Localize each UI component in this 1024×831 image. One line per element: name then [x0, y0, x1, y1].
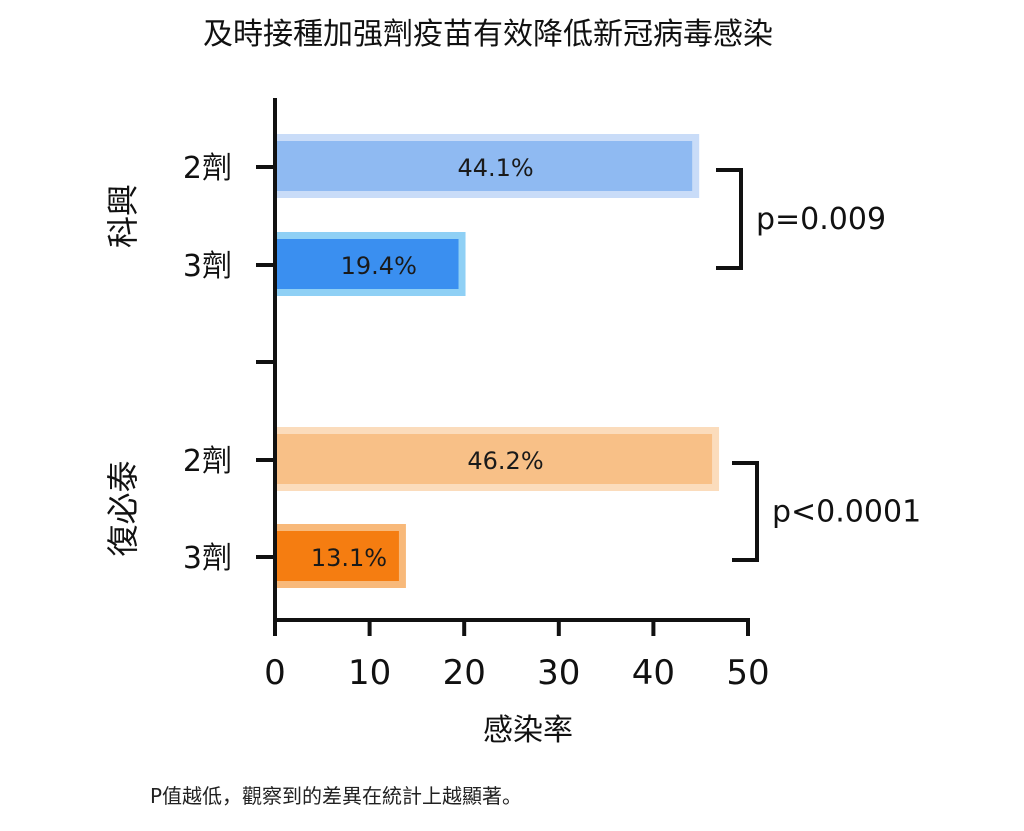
x-axis-title: 感染率: [483, 713, 573, 748]
bar-value-label-1-0: 46.2%: [467, 447, 543, 475]
chart-title: 及時接種加强劑疫苗有效降低新冠病毒感染: [203, 17, 773, 52]
bar-1-0: [275, 434, 713, 484]
group-label-0: 科興: [104, 184, 142, 248]
x-tick-label-30: 30: [537, 653, 580, 693]
significance-bracket-0: [716, 168, 743, 270]
p-value-label-0: p=0.009: [756, 202, 886, 237]
x-tick-label-10: 10: [348, 653, 391, 693]
bar-1-1: [275, 531, 399, 581]
category-label-0-1: 3劑: [183, 249, 232, 284]
bar-0-0: [275, 141, 693, 191]
p-value-label-1: p<0.0001: [772, 495, 921, 530]
category-label-1-1: 3劑: [183, 541, 232, 576]
group-label-1: 復必泰: [104, 460, 142, 556]
category-label-0-0: 2劑: [183, 151, 232, 186]
significance-bracket-1: [732, 461, 759, 562]
bar-value-label-1-1: 13.1%: [311, 544, 387, 572]
x-tick-label-50: 50: [726, 653, 769, 693]
plot-area: 0 10 20 30 40 50 44.1% 2劑 19.4% 3劑 科興 p=0.009 46.2% 2…: [104, 134, 921, 693]
category-label-1-0: 2劑: [183, 444, 232, 479]
bar-0-1: [275, 239, 459, 289]
footnote: P值越低，觀察到的差異在統計上越顯著。: [150, 784, 523, 808]
bar-value-label-0-0: 44.1%: [457, 154, 533, 182]
x-tick-label-0: 0: [264, 653, 286, 693]
x-tick-label-40: 40: [632, 653, 675, 693]
bar-value-label-0-1: 19.4%: [341, 252, 417, 280]
x-tick-label-20: 20: [443, 653, 486, 693]
